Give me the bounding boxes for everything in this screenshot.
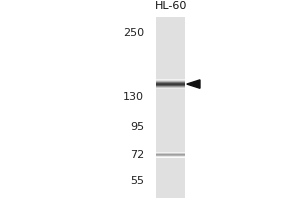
Bar <box>156 156 185 157</box>
Bar <box>156 88 185 89</box>
Bar <box>156 85 185 86</box>
Bar <box>156 153 185 154</box>
Bar <box>156 81 185 82</box>
Bar <box>156 80 185 81</box>
Bar <box>156 84 185 85</box>
Bar <box>156 83 185 84</box>
Bar <box>156 86 185 87</box>
Bar <box>156 80 185 81</box>
Bar <box>156 152 185 153</box>
Bar <box>156 88 185 89</box>
Bar <box>156 156 185 157</box>
Bar <box>156 81 185 82</box>
Text: 72: 72 <box>130 150 144 160</box>
Bar <box>156 152 185 153</box>
Bar <box>156 87 185 88</box>
Bar <box>156 86 185 87</box>
Bar <box>156 82 185 83</box>
Text: 250: 250 <box>123 28 144 38</box>
Bar <box>156 157 185 158</box>
Bar <box>156 17 185 198</box>
Text: 55: 55 <box>130 176 144 186</box>
Bar <box>156 86 185 87</box>
Bar <box>156 157 185 158</box>
Bar <box>156 155 185 156</box>
Bar <box>156 85 185 86</box>
Bar <box>156 79 185 80</box>
Bar <box>156 80 185 81</box>
Bar <box>156 154 185 155</box>
Bar <box>156 153 185 154</box>
Text: 95: 95 <box>130 122 144 132</box>
Bar <box>156 84 185 85</box>
Bar <box>156 155 185 156</box>
Text: HL-60: HL-60 <box>154 1 187 11</box>
Bar <box>156 85 185 86</box>
Bar <box>156 154 185 155</box>
Bar <box>156 88 185 89</box>
Bar <box>156 81 185 82</box>
Bar <box>156 87 185 88</box>
Bar <box>156 155 185 156</box>
Bar <box>156 82 185 83</box>
Bar <box>156 82 185 83</box>
Bar <box>156 83 185 84</box>
Bar <box>156 85 185 86</box>
Bar <box>156 80 185 81</box>
Bar <box>156 87 185 88</box>
Polygon shape <box>187 80 200 88</box>
Bar <box>156 83 185 84</box>
Bar <box>156 87 185 88</box>
Bar <box>156 84 185 85</box>
Bar <box>156 79 185 80</box>
Bar <box>156 153 185 154</box>
Text: 130: 130 <box>123 92 144 102</box>
